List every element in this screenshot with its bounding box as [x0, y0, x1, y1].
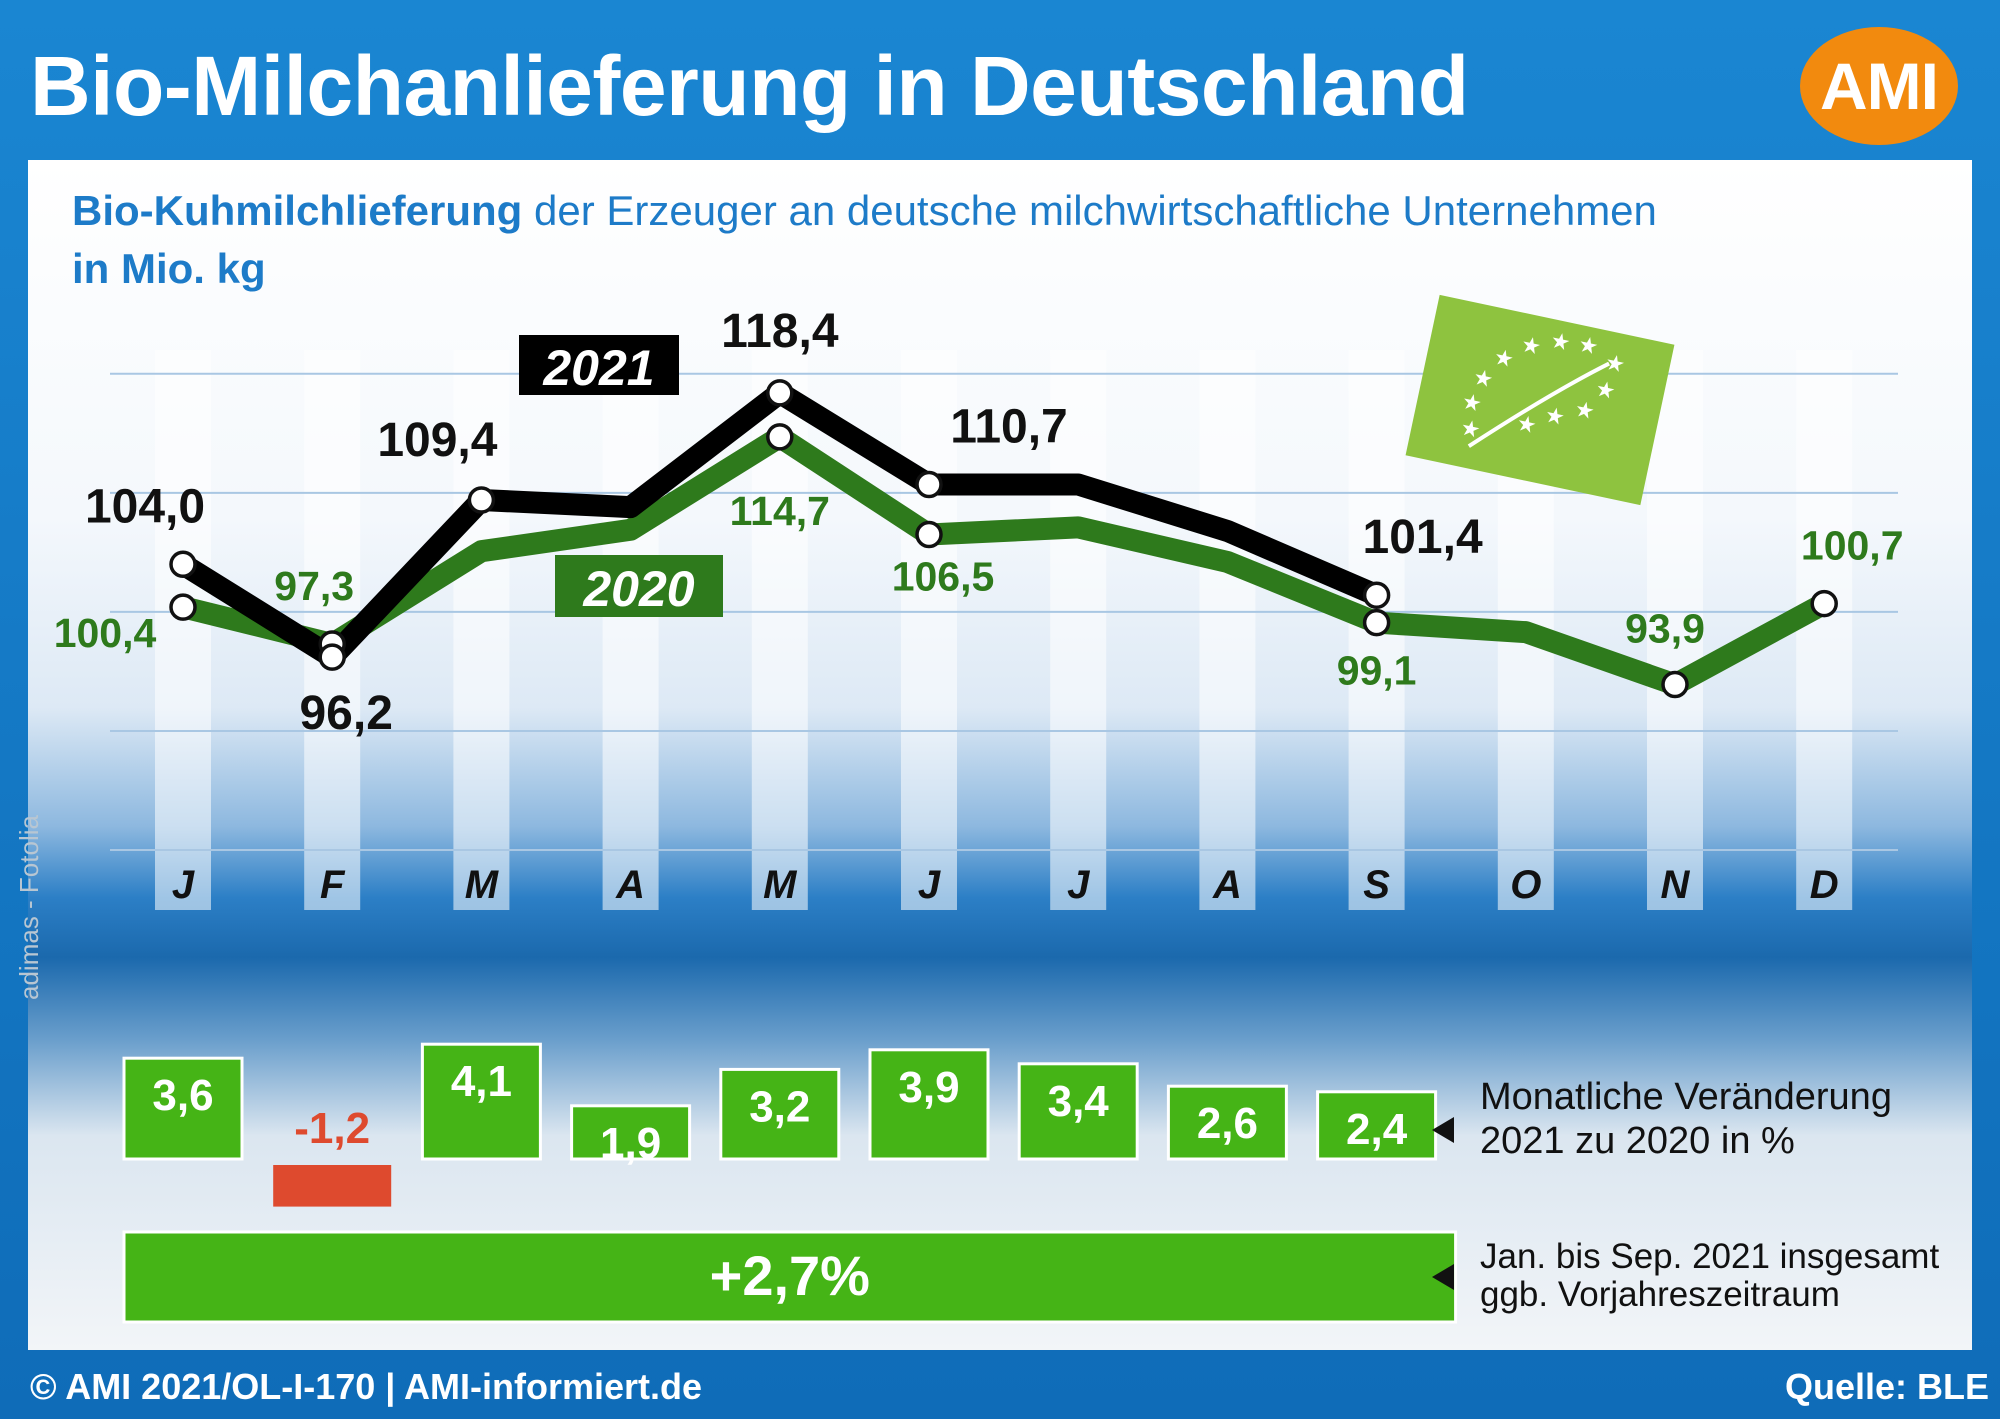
change-bar	[1166, 1084, 1288, 1161]
x-tick-label: M	[763, 863, 798, 907]
series-2020-data-label: 106,5	[892, 554, 995, 600]
change-bar-label: 3,6	[152, 1071, 213, 1120]
legend-2020-label: 2020	[582, 561, 694, 617]
series-2020-data-label: 100,4	[54, 610, 157, 656]
x-tick-label: D	[1810, 863, 1839, 907]
series-2021-data-label: 101,4	[1363, 511, 1483, 564]
column-stripe	[901, 350, 957, 910]
change-bar	[122, 1056, 244, 1161]
series-2020-data-label: 97,3	[274, 563, 354, 609]
subtitle-unit: in Mio. kg	[72, 245, 266, 292]
change-bar	[420, 1042, 542, 1161]
total-change-label: Jan. bis Sep. 2021 insgesamt ggb. Vorjah…	[1480, 1238, 1939, 1314]
column-stripe	[1647, 350, 1703, 910]
monthly-change-line-2: 2021 zu 2020 in %	[1480, 1120, 1795, 1162]
column-stripe	[1050, 350, 1107, 910]
change-bar	[570, 1104, 692, 1161]
series-2021-point	[467, 486, 496, 514]
series-2020-point	[1661, 670, 1689, 699]
x-tick-label: A	[1212, 863, 1242, 907]
line-chart: ★★★★ ★ ★ ★★★★★★ 104,0 96,2 109,4 118,4 110,7 101,…	[54, 294, 1904, 1324]
eu-organic-leaf-arc	[1467, 361, 1610, 448]
series-2021-point	[169, 550, 197, 579]
monthly-change-line-1: Monatliche Veränderung	[1480, 1076, 1892, 1118]
change-bar-label: 2,4	[1346, 1105, 1408, 1154]
series-2020-line	[180, 425, 1830, 696]
legend-2021-label: 2021	[542, 340, 654, 396]
x-tick-label: O	[1510, 863, 1541, 907]
x-tick-label: J	[1067, 863, 1090, 907]
series-2021-data-label: 104,0	[85, 480, 205, 533]
series-2020-point	[1362, 608, 1391, 637]
page-title: Bio-Milchanlieferung in Deutschland	[30, 39, 1469, 133]
x-tick-label: J	[918, 863, 941, 907]
total-change-label: +2,7%	[710, 1244, 870, 1307]
series-2020-point	[766, 423, 794, 451]
change-bar-label: 2,6	[1197, 1099, 1258, 1148]
legend-2020-box	[555, 555, 723, 617]
legend-2021-box	[519, 335, 679, 395]
column-stripe	[155, 350, 211, 910]
change-bar-label: 3,9	[898, 1063, 959, 1112]
series-2021-point	[318, 643, 346, 671]
x-tick-label: S	[1363, 863, 1390, 907]
series-2021-data-label: 96,2	[299, 687, 392, 740]
change-bar	[719, 1067, 841, 1161]
total-change-line-1: Jan. bis Sep. 2021 insgesamt	[1480, 1237, 1940, 1276]
x-tick-label: M	[465, 863, 500, 907]
x-tick-label: A	[615, 863, 645, 907]
eu-organic-leaf-icon: ★★★★ ★ ★ ★★★★★★	[1405, 294, 1675, 506]
x-tick-label: N	[1661, 863, 1691, 907]
total-change-pointer-icon	[1432, 1264, 1454, 1290]
series-2021-point	[915, 470, 943, 499]
chart-subtitle: Bio-Kuhmilchlieferung der Erzeuger an de…	[72, 182, 1932, 298]
x-tick-label: J	[172, 863, 195, 907]
change-bar	[273, 1165, 392, 1207]
change-bar-label: 4,1	[451, 1057, 512, 1106]
series-2021-data-label: 110,7	[950, 401, 1067, 454]
series-2020-point	[1810, 589, 1838, 618]
change-bar	[868, 1048, 990, 1161]
change-bar-label: -1,2	[294, 1104, 370, 1153]
footer-source: Quelle: BLE	[1785, 1366, 1990, 1407]
footer-copyright: © AMI 2021/OL-I-170 | AMI-informiert.de	[30, 1366, 703, 1407]
series-2020-data-label: 100,7	[1801, 523, 1904, 569]
series-2020-point	[169, 593, 197, 621]
monthly-change-label: Monatliche Veränderung 2021 zu 2020 in %	[1480, 1075, 1892, 1163]
series-2021-point	[766, 379, 794, 407]
monthly-change-pointer-icon	[1432, 1117, 1454, 1143]
series-2020-data-label: 114,7	[730, 488, 830, 534]
series-2021-data-label: 118,4	[721, 305, 839, 358]
total-change-bar	[122, 1230, 1458, 1324]
photo-credit: adimas - Fotolia	[14, 815, 44, 1000]
ami-logo: AMI	[1800, 27, 1958, 145]
series-2020-point	[915, 520, 943, 549]
change-bar-label: 1,9	[600, 1119, 661, 1168]
x-tick-label: F	[320, 863, 346, 907]
total-change-line-2: ggb. Vorjahreszeitraum	[1480, 1275, 1840, 1314]
change-bar	[1017, 1062, 1139, 1161]
subtitle-rest: der Erzeuger an deutsche milchwirtschaft…	[522, 187, 1657, 234]
column-stripe	[1199, 350, 1256, 910]
change-bar-label: 3,4	[1048, 1077, 1110, 1126]
chart-panel: ★ ★ ★ ★ ★ ★ ★ ★ ★ ★ ★ ★ 104,0 96,2 109,4 118,4 110,7 101,…	[28, 160, 1972, 1350]
series-2020-data-label: 93,9	[1625, 606, 1705, 652]
subtitle-bold: Bio-Kuhmilchlieferung	[72, 187, 523, 234]
series-2021-point	[1362, 581, 1391, 609]
column-stripe	[1796, 350, 1853, 910]
change-bar-label: 3,2	[749, 1082, 810, 1131]
column-stripe	[453, 350, 510, 910]
column-stripe	[602, 350, 659, 910]
series-2021-data-label: 109,4	[377, 414, 497, 467]
series-2020-data-label: 99,1	[1337, 648, 1417, 694]
